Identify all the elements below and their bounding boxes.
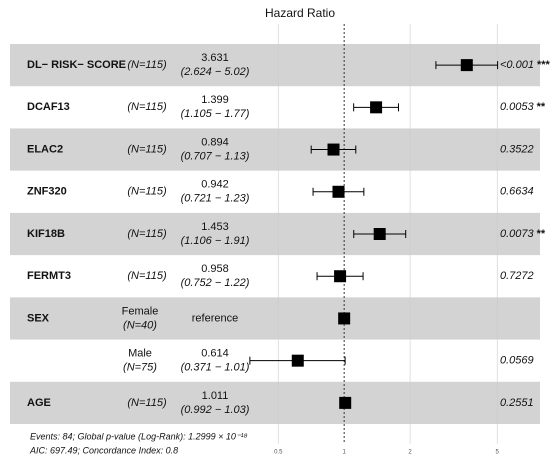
x-tick-label: 0.5 — [274, 450, 283, 456]
hr-label: 1.453 — [201, 221, 229, 233]
p-value: 0.7272 — [500, 270, 534, 282]
p-value: <0.001 — [500, 59, 534, 71]
ci-label: (2.624 − 5.02) — [181, 66, 250, 78]
hr-label: 0.614 — [201, 348, 229, 360]
hr-box — [373, 228, 386, 240]
n-label: (N=115) — [127, 186, 167, 198]
ci-label: (0.752 − 1.22) — [181, 277, 250, 289]
hr-box — [339, 396, 352, 409]
ci-label: (1.105 − 1.77) — [181, 108, 250, 120]
hr-label: 1.399 — [201, 94, 229, 106]
level-label: Male — [128, 348, 152, 360]
row-stripe — [10, 381, 540, 424]
p-value: 0.0053 — [500, 101, 535, 113]
hr-box — [332, 185, 345, 198]
n-label: (N=115) — [127, 101, 167, 113]
hr-box — [370, 101, 383, 114]
n-label: (N=115) — [127, 59, 167, 71]
variable-label: ELAC2 — [27, 143, 63, 155]
hr-label: 0.942 — [201, 179, 229, 191]
ci-label: (0.707 − 1.13) — [181, 150, 250, 162]
hr-box — [460, 59, 473, 72]
hr-box — [338, 312, 351, 325]
n-label: (N=115) — [127, 270, 167, 282]
hr-label: 0.958 — [201, 263, 229, 275]
hr-label: 3.631 — [201, 52, 229, 64]
variable-label: FERMT3 — [27, 270, 71, 282]
variable-label: DCAF13 — [27, 101, 70, 113]
footer-note: Events: 84; Global p-value (Log-Rank): 1… — [30, 431, 248, 441]
variable-label: KIF18B — [27, 228, 65, 240]
footer-note: AIC: 697.49; Concordance Index: 0.8 — [29, 445, 178, 455]
reference-label: reference — [192, 312, 238, 324]
n-label: (N=40) — [123, 319, 157, 331]
n-label: (N=75) — [123, 362, 157, 374]
hr-label: 0.894 — [201, 136, 229, 148]
chart-title: Hazard Ratio — [265, 6, 335, 20]
ci-label: (0.721 − 1.23) — [181, 193, 250, 205]
variable-label: AGE — [27, 397, 51, 409]
hr-box — [334, 270, 347, 283]
hr-box — [291, 354, 304, 367]
ci-label: (0.992 − 1.03) — [181, 404, 250, 416]
row-stripe — [10, 128, 540, 171]
ci-label: (0.371 − 1.01) — [181, 362, 250, 374]
significance-stars: ** — [537, 228, 546, 240]
variable-label: SEX — [27, 312, 50, 324]
significance-stars: *** — [537, 59, 550, 71]
p-value: 0.3522 — [500, 143, 534, 155]
p-value: 0.0569 — [500, 355, 534, 367]
hr-box — [327, 143, 340, 156]
p-value: 0.6634 — [500, 186, 534, 198]
hr-label: 1.011 — [202, 390, 229, 402]
n-label: (N=115) — [127, 397, 167, 409]
x-tick-label: 1 — [342, 450, 346, 456]
row-stripe — [10, 297, 540, 340]
level-label: Female — [122, 305, 159, 317]
variable-label: DL− RISK− SCORE — [27, 59, 126, 71]
significance-stars: ** — [537, 101, 546, 113]
n-label: (N=115) — [127, 143, 167, 155]
p-value: 0.0073 — [500, 228, 535, 240]
ci-label: (1.106 − 1.91) — [181, 235, 250, 247]
n-label: (N=115) — [127, 228, 167, 240]
x-tick-label: 5 — [496, 450, 500, 456]
variable-label: ZNF320 — [27, 186, 67, 198]
row-stripe — [10, 212, 540, 256]
p-value: 0.2551 — [500, 397, 534, 409]
x-tick-label: 2 — [408, 450, 412, 456]
